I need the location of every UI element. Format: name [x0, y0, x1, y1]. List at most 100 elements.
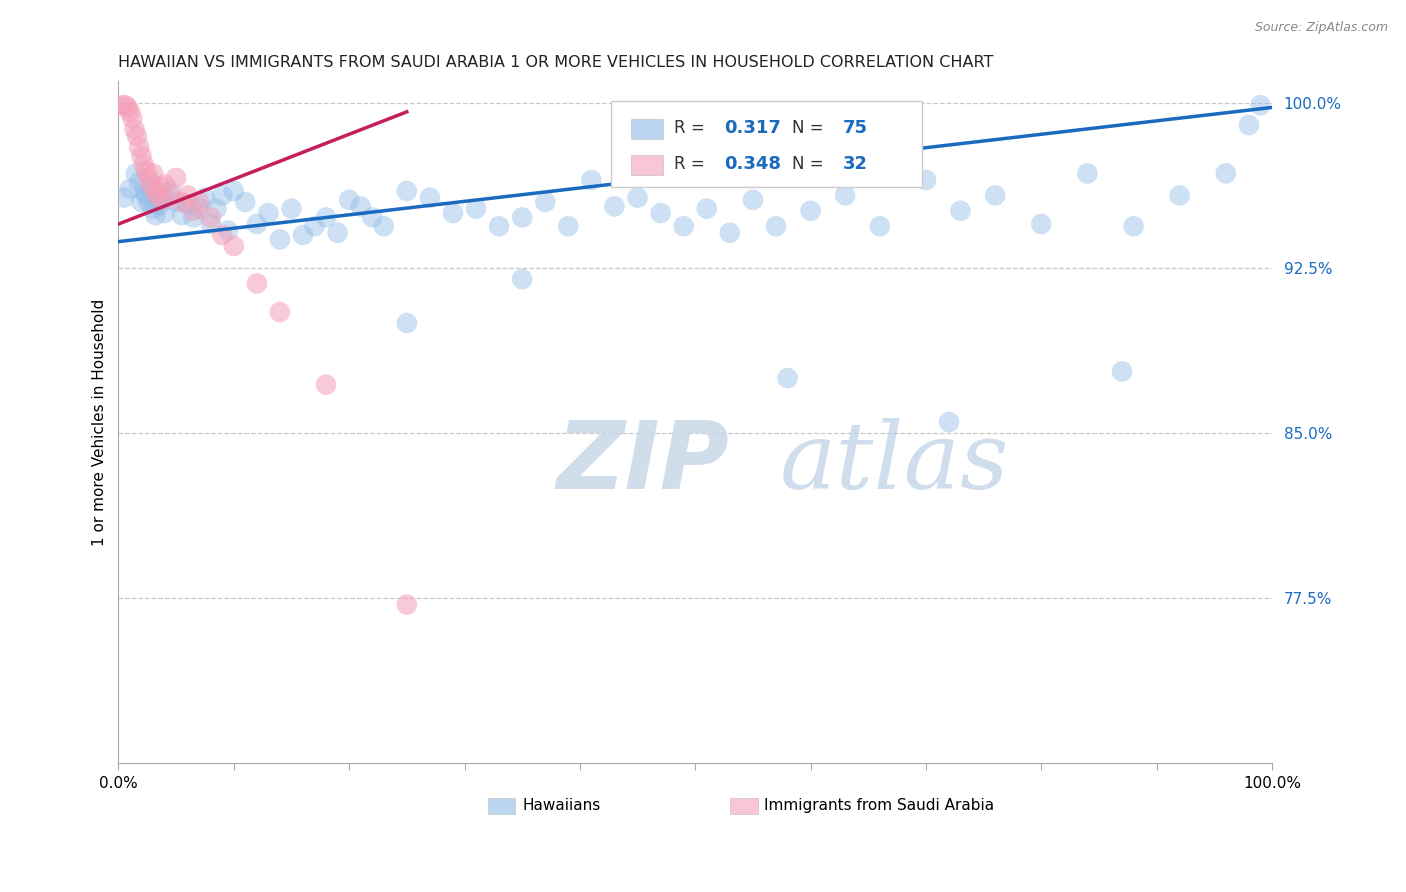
Point [121, 112, 143, 126]
Point [149, 179, 172, 194]
Point [131, 194, 153, 209]
Point [159, 188, 181, 202]
Point [159, 184, 181, 198]
Point [834, 188, 856, 202]
Point [153, 178, 176, 192]
FancyBboxPatch shape [631, 154, 662, 175]
Point [138, 194, 160, 209]
Point [150, 193, 173, 207]
Point [135, 164, 157, 178]
Point [170, 194, 193, 209]
Point [165, 194, 187, 209]
Text: HAWAIIAN VS IMMIGRANTS FROM SAUDI ARABIA 1 OR MORE VEHICLES IN HOUSEHOLD CORRELA: HAWAIIAN VS IMMIGRANTS FROM SAUDI ARABIA… [118, 55, 994, 70]
Text: R =: R = [675, 155, 710, 173]
Text: 32: 32 [842, 155, 868, 173]
Point [269, 232, 291, 246]
Point [441, 206, 464, 220]
Point [315, 377, 337, 392]
Point [257, 206, 280, 220]
Point [200, 211, 222, 225]
Point [176, 188, 198, 202]
Point [222, 184, 245, 198]
Point [672, 219, 695, 234]
Point [337, 193, 360, 207]
Point [211, 188, 233, 202]
Point [557, 219, 579, 234]
Point [183, 211, 205, 225]
Point [233, 194, 256, 209]
Text: R =: R = [675, 120, 710, 137]
FancyBboxPatch shape [730, 797, 758, 814]
Point [117, 100, 139, 114]
Point [510, 211, 533, 225]
Point [200, 217, 222, 231]
Point [139, 179, 162, 194]
Point [150, 188, 173, 202]
Point [534, 194, 557, 209]
Point [153, 206, 176, 220]
Text: 0.348: 0.348 [724, 155, 782, 173]
Point [118, 182, 141, 196]
Point [142, 202, 165, 216]
Point [800, 203, 823, 218]
FancyBboxPatch shape [612, 102, 922, 186]
Point [1111, 364, 1133, 378]
Point [1249, 98, 1271, 112]
Point [125, 166, 148, 180]
Point [222, 239, 245, 253]
Point [124, 122, 146, 136]
Text: N =: N = [792, 120, 830, 137]
Point [183, 203, 205, 218]
Point [146, 193, 169, 207]
Point [626, 191, 648, 205]
Point [350, 199, 373, 213]
Point [984, 188, 1007, 202]
Text: 0.317: 0.317 [724, 120, 780, 137]
Text: atlas: atlas [779, 418, 1010, 508]
Point [395, 184, 418, 198]
Point [143, 184, 166, 198]
Point [132, 184, 155, 198]
Point [373, 219, 395, 234]
FancyBboxPatch shape [488, 797, 515, 814]
Point [188, 194, 211, 209]
Point [326, 226, 349, 240]
Point [510, 272, 533, 286]
Point [280, 202, 302, 216]
Point [304, 219, 326, 234]
Point [765, 219, 787, 234]
Point [1215, 166, 1237, 180]
Point [1168, 188, 1191, 202]
Point [650, 206, 672, 220]
Text: Immigrants from Saudi Arabia: Immigrants from Saudi Arabia [765, 797, 994, 813]
Point [419, 191, 441, 205]
FancyBboxPatch shape [631, 119, 662, 139]
Point [114, 98, 136, 112]
Point [194, 191, 217, 205]
Point [718, 226, 741, 240]
Point [395, 316, 418, 330]
Point [142, 166, 165, 180]
Point [143, 208, 166, 222]
Point [949, 203, 972, 218]
Point [131, 149, 153, 163]
Point [696, 202, 718, 216]
Point [170, 208, 193, 222]
Point [246, 277, 269, 291]
Text: ZIP: ZIP [557, 417, 730, 509]
Point [603, 199, 626, 213]
Point [1122, 219, 1144, 234]
Point [111, 98, 134, 112]
Point [1237, 118, 1260, 132]
Point [125, 129, 148, 144]
Point [915, 173, 938, 187]
Point [138, 170, 160, 185]
Text: Source: ZipAtlas.com: Source: ZipAtlas.com [1254, 21, 1388, 35]
Text: N =: N = [792, 155, 830, 173]
Point [395, 598, 418, 612]
Point [112, 191, 135, 205]
Point [1076, 166, 1098, 180]
Point [869, 219, 891, 234]
Point [315, 211, 337, 225]
Point [128, 140, 150, 154]
